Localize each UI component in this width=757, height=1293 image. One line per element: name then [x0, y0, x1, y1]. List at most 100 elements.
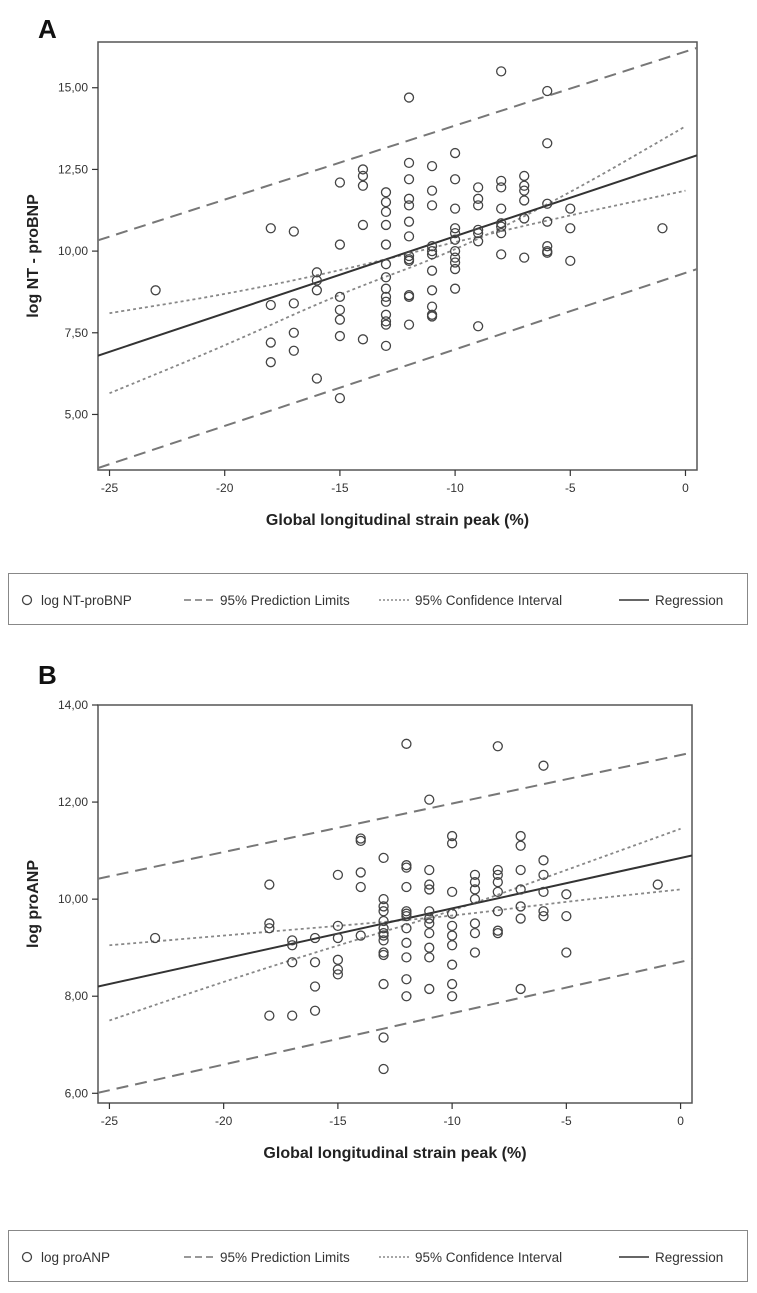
x-tick-label: -10	[443, 1114, 461, 1128]
data-point	[424, 927, 435, 939]
x-tick-label: -5	[561, 1114, 572, 1128]
data-point	[380, 340, 392, 351]
data-point	[401, 974, 412, 985]
data-point	[469, 927, 481, 939]
data-point	[403, 216, 415, 227]
data-point	[446, 838, 458, 849]
data-point	[446, 920, 458, 931]
x-tick-label: -20	[216, 481, 234, 495]
data-point	[515, 864, 526, 876]
data-point	[542, 198, 553, 209]
y-tick-label: 8,00	[65, 989, 89, 1003]
data-point	[426, 249, 438, 260]
data-point	[287, 1010, 298, 1021]
data-point	[265, 337, 276, 348]
data-point	[426, 311, 438, 322]
y-tick-label: 12,50	[58, 162, 88, 176]
data-point	[403, 157, 415, 169]
data-point	[519, 213, 530, 224]
data-point	[426, 285, 438, 296]
y-tick-label: 10,00	[58, 892, 88, 906]
data-point	[561, 889, 572, 900]
data-point	[426, 200, 438, 211]
data-point	[472, 227, 484, 239]
data-point	[401, 881, 412, 893]
data-point	[309, 932, 321, 944]
data-point	[403, 231, 415, 242]
data-point	[424, 918, 435, 929]
data-point	[496, 203, 507, 214]
data-point	[150, 285, 161, 296]
legend-item-label: log proANP	[41, 1250, 110, 1265]
data-point	[380, 319, 392, 330]
data-point	[565, 255, 576, 267]
data-point	[449, 257, 461, 268]
data-point	[449, 174, 461, 185]
data-point	[311, 285, 323, 296]
data-point	[332, 920, 344, 931]
data-point	[401, 937, 412, 948]
y-tick-label: 6,00	[65, 1086, 89, 1100]
data-point	[334, 392, 346, 404]
data-point	[265, 299, 276, 311]
confidence-interval-line	[109, 125, 686, 395]
panel-b-letter: B	[38, 660, 57, 690]
data-point	[334, 291, 346, 302]
data-point	[496, 218, 507, 229]
legend-circle-symbol	[21, 1251, 33, 1263]
data-point	[401, 952, 412, 963]
data-point	[472, 236, 484, 247]
legend-item-label: 95% Confidence Interval	[415, 1250, 562, 1265]
data-point	[401, 738, 412, 749]
data-point	[357, 219, 369, 231]
data-point	[426, 265, 438, 276]
data-point	[334, 330, 346, 342]
y-axis-label: log proANP	[25, 860, 42, 948]
data-point	[519, 195, 530, 206]
data-point	[309, 981, 321, 992]
data-point	[380, 272, 392, 283]
data-point	[538, 886, 549, 898]
data-point	[472, 224, 484, 236]
legend-circle-symbol	[21, 594, 33, 606]
data-point	[424, 884, 435, 895]
y-tick-label: 7,50	[65, 326, 89, 340]
data-point	[657, 223, 668, 234]
data-point	[380, 296, 392, 307]
data-point	[426, 241, 438, 252]
data-point	[264, 1010, 275, 1021]
data-point	[380, 309, 392, 320]
data-point	[446, 930, 458, 941]
data-point	[519, 170, 530, 182]
data-point	[332, 969, 344, 980]
data-point	[378, 915, 389, 927]
x-axis-label: Global longitudinal strain peak (%)	[266, 512, 529, 529]
data-point	[426, 161, 438, 172]
data-point	[380, 283, 392, 294]
data-point	[449, 245, 461, 257]
data-point	[401, 910, 412, 922]
data-point	[355, 835, 366, 847]
data-point	[472, 182, 484, 193]
legend-item-label: 95% Confidence Interval	[415, 593, 562, 608]
data-point	[449, 263, 461, 275]
data-point	[378, 930, 389, 941]
legend-item-label: log NT-proBNP	[41, 593, 132, 608]
data-point	[492, 906, 503, 917]
data-point	[265, 357, 276, 368]
data-point	[446, 886, 458, 898]
data-point	[496, 227, 507, 239]
data-point	[380, 206, 392, 218]
data-point	[492, 886, 503, 898]
data-point	[380, 239, 392, 250]
data-point	[424, 913, 435, 924]
x-axis-label: Global longitudinal strain peak (%)	[263, 1145, 526, 1162]
data-point	[380, 187, 392, 198]
data-point	[515, 913, 526, 924]
x-tick-label: -15	[331, 481, 349, 495]
data-point	[542, 85, 553, 97]
data-point	[424, 906, 435, 917]
data-point	[380, 316, 392, 327]
x-tick-label: -5	[565, 481, 576, 495]
data-point	[288, 345, 299, 356]
